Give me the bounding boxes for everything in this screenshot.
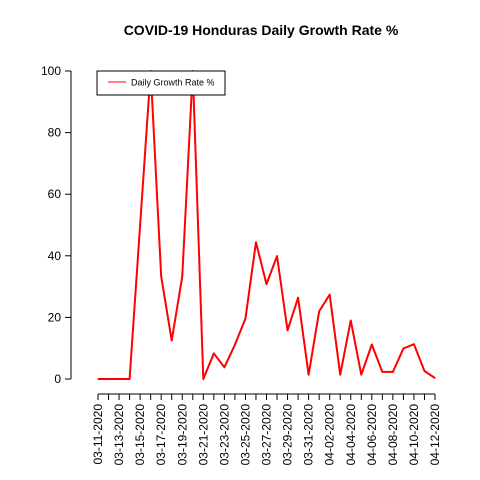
data-point [181, 275, 183, 278]
x-tick-label: 03-27-2020 [260, 404, 274, 466]
data-point [434, 377, 436, 379]
x-tick-label: 04-08-2020 [386, 404, 400, 466]
data-point [423, 370, 426, 372]
data-point [234, 344, 236, 346]
data-point [202, 378, 204, 380]
y-tick-label: 80 [48, 126, 62, 140]
x-tick-label: 03-21-2020 [196, 404, 210, 466]
data-point [350, 319, 352, 322]
data-point [213, 352, 215, 355]
y-tick-label: 20 [48, 310, 62, 324]
data-point [171, 339, 173, 342]
data-point [286, 329, 289, 331]
x-tick-label: 04-12-2020 [428, 404, 442, 466]
legend: Daily Growth Rate % [96, 70, 226, 96]
x-tick-label: 04-06-2020 [365, 404, 379, 466]
series-group [97, 70, 436, 380]
x-axis: 03-11-2020 03-13-2020 03-15-2020 03-17-2020… [91, 393, 442, 466]
x-tick-label: 03-13-2020 [112, 404, 126, 466]
legend-box [96, 70, 226, 96]
y-tick-label: 40 [48, 249, 62, 263]
data-point [402, 347, 405, 350]
data-point [329, 294, 331, 296]
data-point [413, 343, 415, 345]
data-point [107, 378, 110, 380]
y-axis: 0 20 40 60 80 100 [41, 64, 72, 386]
x-tick-label: 03-17-2020 [154, 404, 168, 466]
data-point [339, 374, 341, 376]
legend-label: Daily Growth Rate % [131, 78, 215, 88]
data-point [223, 366, 225, 368]
data-point [255, 241, 257, 243]
y-tick-label: 100 [41, 64, 61, 78]
chart-title: COVID-19 Honduras Daily Growth Rate % [124, 22, 399, 38]
x-tick-label: 03-15-2020 [133, 404, 147, 466]
x-tick-label: 04-10-2020 [407, 404, 421, 466]
y-tick-label: 0 [54, 372, 61, 386]
data-point [276, 255, 278, 257]
x-tick-label: 04-02-2020 [323, 404, 337, 466]
series-line [98, 70, 436, 380]
data-point [244, 318, 247, 320]
data-point [118, 378, 120, 380]
data-point [308, 374, 310, 376]
data-point [297, 297, 299, 299]
x-tick-label: 03-23-2020 [217, 404, 231, 466]
y-tick-label: 60 [48, 187, 62, 201]
data-point [392, 371, 394, 373]
data-point [160, 275, 162, 278]
x-tick-label: 03-11-2020 [91, 404, 105, 465]
data-point [318, 310, 320, 312]
x-tick-label: 04-04-2020 [344, 404, 358, 466]
x-tick-label: 03-29-2020 [281, 404, 295, 466]
data-point [265, 283, 268, 285]
data-point [360, 374, 362, 376]
x-tick-label: 03-25-2020 [238, 404, 252, 466]
data-point [381, 371, 383, 373]
data-point [371, 343, 373, 346]
data-point [128, 378, 131, 380]
x-tick-label: 03-31-2020 [302, 404, 316, 466]
data-point [97, 378, 99, 380]
data-point [139, 224, 141, 226]
x-tick-label: 03-19-2020 [175, 404, 189, 466]
